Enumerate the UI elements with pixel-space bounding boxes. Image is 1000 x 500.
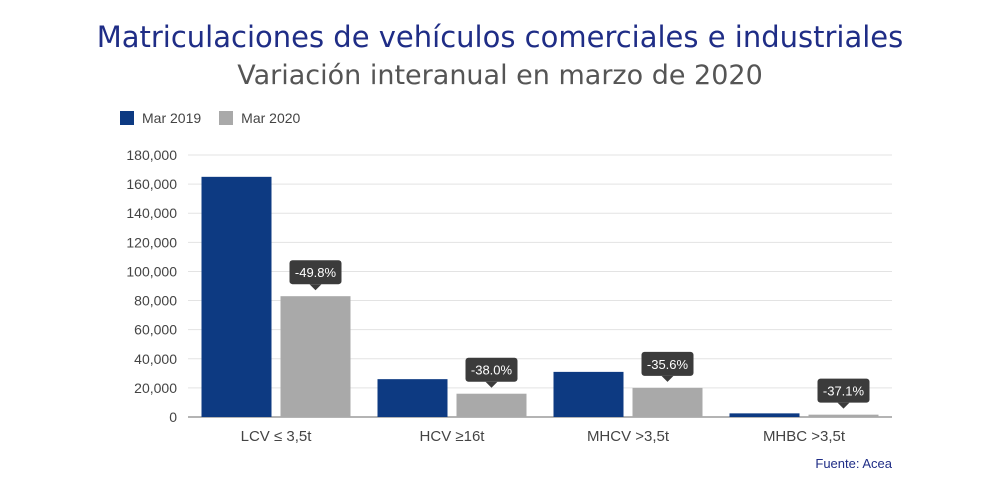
annotation-label: -37.1% [823, 384, 865, 399]
legend-label-2020: Mar 2020 [241, 110, 301, 126]
annotation-label: -35.6% [647, 357, 689, 372]
x-tick-label: MHBC >3,5t [763, 428, 846, 445]
legend-label-2019: Mar 2019 [142, 110, 202, 126]
y-tick-label: 40,000 [134, 351, 177, 367]
x-tick-label: HCV ≥16t [420, 428, 486, 445]
bar-2019 [201, 176, 272, 417]
y-tick-label: 120,000 [126, 234, 177, 250]
annotation-label: -38.0% [471, 363, 513, 378]
x-tick-label: MHCV >3,5t [587, 428, 670, 445]
y-tick-label: 180,000 [126, 147, 177, 163]
bar-2019 [377, 379, 448, 417]
bar-2020 [456, 393, 527, 417]
legend: Mar 2019 Mar 2020 [120, 108, 318, 128]
legend-swatch-2020 [219, 111, 234, 125]
annotation-pointer [661, 375, 674, 382]
bar-2020 [808, 414, 879, 417]
x-tick-label: LCV ≤ 3,5t [241, 428, 313, 445]
annotation-pointer [837, 402, 850, 409]
bar-2020 [632, 387, 703, 417]
y-tick-label: 100,000 [126, 263, 177, 279]
annotation-bubble [641, 351, 694, 376]
chart-title: Matriculaciones de vehículos comerciales… [96, 20, 904, 54]
annotation-pointer [309, 284, 322, 291]
y-tick-label: 80,000 [134, 293, 177, 309]
y-tick-label: 0 [169, 409, 177, 425]
y-tick-label: 60,000 [134, 322, 177, 338]
bar-2019 [729, 413, 800, 417]
annotation-bubble [817, 378, 870, 403]
chart-subtitle: Variación interanual en marzo de 2020 [237, 60, 763, 91]
y-tick-label: 140,000 [126, 205, 177, 221]
legend-item-2020: Mar 2020 [219, 110, 300, 126]
source-note: Fuente: Acea [815, 456, 892, 471]
y-tick-label: 160,000 [126, 176, 177, 192]
annotation-label: -49.8% [295, 265, 337, 280]
y-tick-label: 20,000 [134, 380, 177, 396]
bar-2020 [280, 296, 351, 417]
legend-item-2019: Mar 2019 [120, 110, 201, 126]
annotation-bubble [289, 260, 342, 285]
annotation-pointer [485, 381, 498, 388]
bar-2019 [553, 371, 624, 417]
legend-swatch-2019 [120, 111, 134, 125]
annotation-bubble [465, 357, 518, 382]
